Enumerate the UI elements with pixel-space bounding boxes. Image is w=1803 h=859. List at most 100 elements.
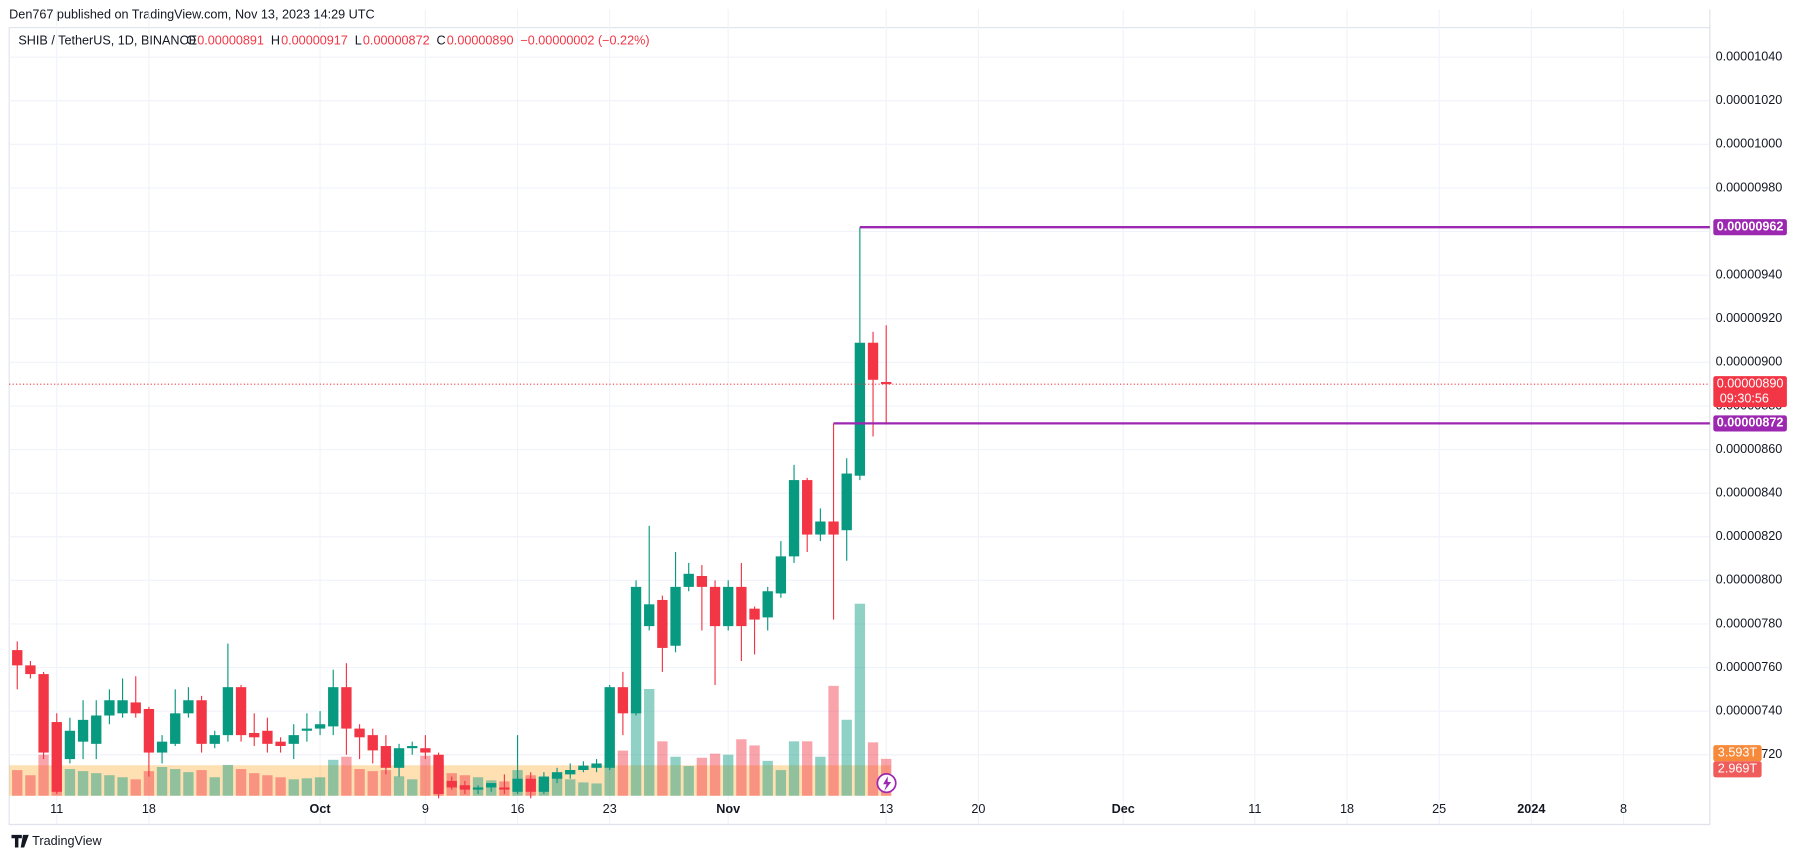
x-tick-label: Nov: [716, 802, 740, 816]
candle-body: [696, 575, 708, 587]
candle-body: [683, 573, 694, 587]
ohlc-value: 0.00000872: [363, 34, 430, 48]
candle-body: [380, 746, 392, 768]
x-tick-label: 25: [1432, 802, 1446, 816]
volume-bar: [91, 773, 102, 796]
candle-body: [604, 687, 615, 768]
candle-body: [578, 765, 589, 771]
volume-bar: [235, 769, 247, 796]
candle-body: [762, 591, 773, 618]
candle-body: [499, 787, 510, 790]
candle-body: [393, 748, 405, 768]
candle-body: [235, 687, 247, 736]
candle-body: [104, 700, 115, 716]
volume-bar: [249, 773, 260, 796]
candle-body: [209, 735, 220, 744]
candle-body: [551, 772, 563, 779]
candle-body: [736, 586, 747, 627]
candle-body: [854, 342, 866, 476]
y-tick-label: 0.00001000: [1716, 137, 1783, 151]
x-tick-label: 11: [50, 802, 63, 816]
price-change: −0.00000002 (−0.22%): [520, 34, 649, 48]
volume-bar: [604, 759, 615, 796]
candle-body: [881, 381, 892, 385]
candle-body: [51, 722, 62, 792]
candle-body: [828, 521, 839, 535]
last-price-tag: [1713, 376, 1787, 408]
symbol: SHIB / TetherUS, 1D, BINANCE: [18, 34, 197, 48]
volume-bar: [12, 770, 23, 796]
volume-bar: [354, 769, 365, 796]
volume-bar: [130, 779, 141, 796]
ohlc-key: C: [437, 34, 446, 48]
volume-bar: [617, 750, 629, 796]
volume-bar: [262, 775, 273, 796]
candle-body: [301, 728, 313, 731]
volume-bar: [393, 776, 405, 796]
y-tick-label: 0.00000980: [1716, 180, 1783, 194]
volume-tag: [1713, 745, 1762, 762]
volume-bar: [156, 767, 168, 796]
volume-bar: [314, 777, 326, 796]
candle-body: [644, 604, 655, 627]
candle-body: [314, 724, 326, 729]
ohlc-key: L: [355, 34, 362, 48]
candle-body: [446, 780, 457, 788]
candle-body: [538, 776, 550, 792]
volume-bar: [143, 771, 155, 796]
volume-bar: [183, 772, 194, 796]
candle-body: [657, 599, 668, 648]
y-tick-label: 0.00000800: [1716, 573, 1783, 587]
candle-body: [802, 480, 813, 535]
candle-body: [367, 735, 378, 751]
countdown: 09:30:56: [1720, 391, 1769, 405]
candle-body: [525, 778, 536, 792]
candle-body: [196, 700, 207, 744]
x-tick-label: 18: [142, 802, 156, 816]
volume-bar: [578, 782, 589, 796]
y-tick-label: 0.00000940: [1716, 267, 1783, 281]
candle-body: [25, 665, 36, 675]
volume-bar: [657, 741, 668, 796]
x-tick-label: 2024: [1517, 802, 1545, 816]
candle-body: [723, 586, 734, 627]
y-tick-label: 0.00000740: [1716, 703, 1783, 717]
volume-bar: [77, 771, 89, 796]
volume-bar: [775, 770, 787, 796]
candle-body: [170, 713, 181, 744]
volume-bar: [328, 759, 339, 796]
candle-body: [867, 342, 879, 380]
candle-body: [12, 650, 23, 666]
candle-body: [77, 719, 89, 742]
publish-info: Den767 published on TradingView.com, Nov…: [9, 7, 374, 21]
volume-bar: [854, 603, 866, 796]
candle-body: [328, 687, 339, 727]
candle-body: [420, 748, 431, 753]
volume-bar: [64, 769, 76, 796]
candle-body: [222, 687, 234, 736]
candle-body: [407, 746, 418, 749]
ohlc-key: H: [271, 34, 280, 48]
volume-bar: [683, 765, 694, 796]
candle-body: [591, 763, 602, 768]
volume-ma-area: [9, 765, 891, 796]
x-tick-label: 23: [603, 802, 617, 816]
volume-bar: [380, 770, 392, 796]
volume-bar: [565, 779, 576, 796]
candle-body: [354, 728, 365, 738]
volume-bar: [709, 753, 721, 796]
volume-bar: [670, 756, 681, 796]
level-label: 0.00000872: [1717, 416, 1784, 430]
x-tick-label: 16: [511, 802, 525, 816]
candle-body: [38, 674, 49, 753]
ohlc-key: O: [186, 34, 196, 48]
volume-pane: [9, 603, 892, 796]
candle-body: [486, 783, 497, 788]
volume-bar: [644, 688, 655, 796]
x-tick-label: 13: [879, 802, 893, 816]
x-tick-label: Dec: [1112, 802, 1135, 816]
volume-bar: [802, 741, 813, 796]
y-tick-label: 0.00000780: [1716, 616, 1783, 630]
volume-bar: [736, 739, 747, 796]
